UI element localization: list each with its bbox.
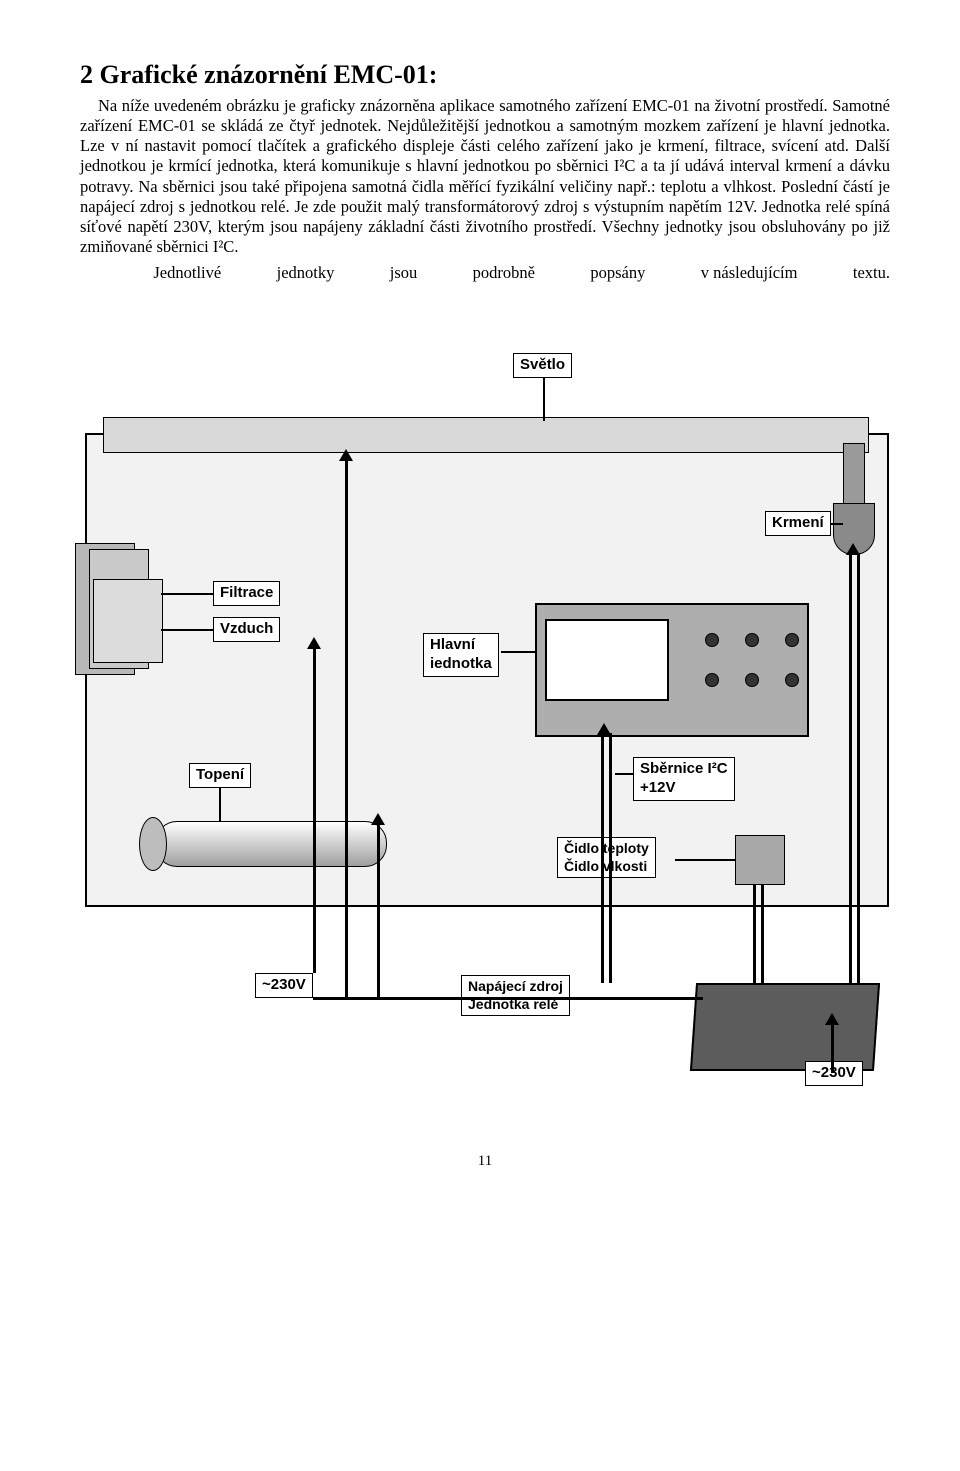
pwr-l-2 bbox=[345, 459, 348, 999]
paragraph-1: Na níže uvedeném obrázku je graficky zná… bbox=[80, 96, 890, 257]
conn-hlavni bbox=[501, 651, 535, 653]
paragraph-2: Jednotlivé jednotky jsou podrobně popsán… bbox=[80, 263, 890, 283]
label-napajeci: Napájecí zdroj Jednotka relé bbox=[461, 975, 570, 1016]
conn-vzduch bbox=[161, 629, 213, 631]
conn-cidla bbox=[675, 859, 735, 861]
page-number: 11 bbox=[80, 1153, 890, 1170]
label-vzduch: Vzduch bbox=[213, 617, 280, 642]
light-bar bbox=[103, 417, 869, 453]
section-heading: 2 Grafické znázornění EMC-01: bbox=[80, 60, 890, 90]
label-topeni: Topení bbox=[189, 763, 251, 788]
label-svetlo: Světlo bbox=[513, 353, 572, 378]
conn-topeni bbox=[219, 787, 221, 821]
label-hlavni: Hlavní iednotka bbox=[423, 633, 499, 677]
conn-svetlo bbox=[543, 377, 545, 421]
w3: jsou bbox=[390, 263, 418, 283]
bus-power-a bbox=[753, 885, 756, 983]
emc01-diagram: Světlo Krmení Filtrace Vzduch Hlavní ied… bbox=[85, 343, 885, 1123]
power-supply-box bbox=[690, 983, 880, 1071]
label-filtrace: Filtrace bbox=[213, 581, 280, 606]
main-unit-btn-1 bbox=[705, 633, 719, 647]
label-cidla: Čidlo teploty Čidlo vlkosti bbox=[557, 837, 656, 878]
main-unit-btn-3 bbox=[785, 633, 799, 647]
main-unit-screen bbox=[545, 619, 669, 701]
w5: popsány bbox=[590, 263, 645, 283]
conn-sbernice bbox=[615, 773, 633, 775]
main-unit-btn-6 bbox=[785, 673, 799, 687]
label-sbernice: Sběrnice I²C +12V bbox=[633, 757, 735, 801]
pwr-in-head bbox=[825, 1013, 839, 1025]
label-krmeni: Krmení bbox=[765, 511, 831, 536]
w2: jednotky bbox=[277, 263, 335, 283]
w7: textu. bbox=[853, 263, 890, 283]
module-vzduch bbox=[93, 579, 163, 663]
bus-v1a bbox=[601, 733, 604, 983]
bus-arrow-feeder bbox=[846, 543, 860, 555]
conn-filtrace bbox=[161, 593, 213, 595]
w6: v následujícím bbox=[701, 263, 798, 283]
bus-arrow-mainunit bbox=[597, 723, 611, 735]
pwr-l-3 bbox=[377, 823, 380, 999]
label-230v-left: ~230V bbox=[255, 973, 313, 998]
pwr-l-1-head bbox=[307, 637, 321, 649]
main-unit-btn-4 bbox=[705, 673, 719, 687]
w1: Jednotlivé bbox=[153, 263, 221, 283]
pwr-in bbox=[831, 1023, 834, 1073]
main-unit-btn-5 bbox=[745, 673, 759, 687]
heater-cylinder bbox=[155, 821, 387, 867]
pwr-hbus bbox=[313, 997, 703, 1000]
main-unit-btn-2 bbox=[745, 633, 759, 647]
conn-krmeni bbox=[831, 523, 843, 525]
w4: podrobně bbox=[473, 263, 535, 283]
bus-v1b bbox=[609, 733, 612, 983]
pwr-l-1 bbox=[313, 647, 316, 973]
bus-right-a bbox=[849, 553, 852, 983]
sensor-box bbox=[735, 835, 785, 885]
heater-cap bbox=[139, 817, 167, 871]
pwr-l-2-head bbox=[339, 449, 353, 461]
pwr-l-3-head bbox=[371, 813, 385, 825]
bus-power-b bbox=[761, 885, 764, 983]
bus-right-b bbox=[857, 553, 860, 983]
